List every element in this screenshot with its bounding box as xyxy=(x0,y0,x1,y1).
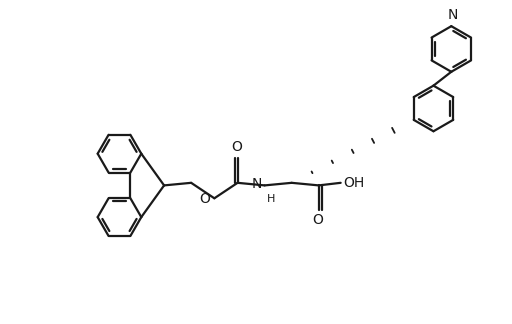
Text: OH: OH xyxy=(344,176,365,190)
Text: H: H xyxy=(267,194,275,204)
Text: N: N xyxy=(251,178,262,191)
Text: O: O xyxy=(231,140,242,154)
Text: N: N xyxy=(448,8,458,22)
Text: O: O xyxy=(200,192,210,206)
Text: O: O xyxy=(312,213,323,227)
